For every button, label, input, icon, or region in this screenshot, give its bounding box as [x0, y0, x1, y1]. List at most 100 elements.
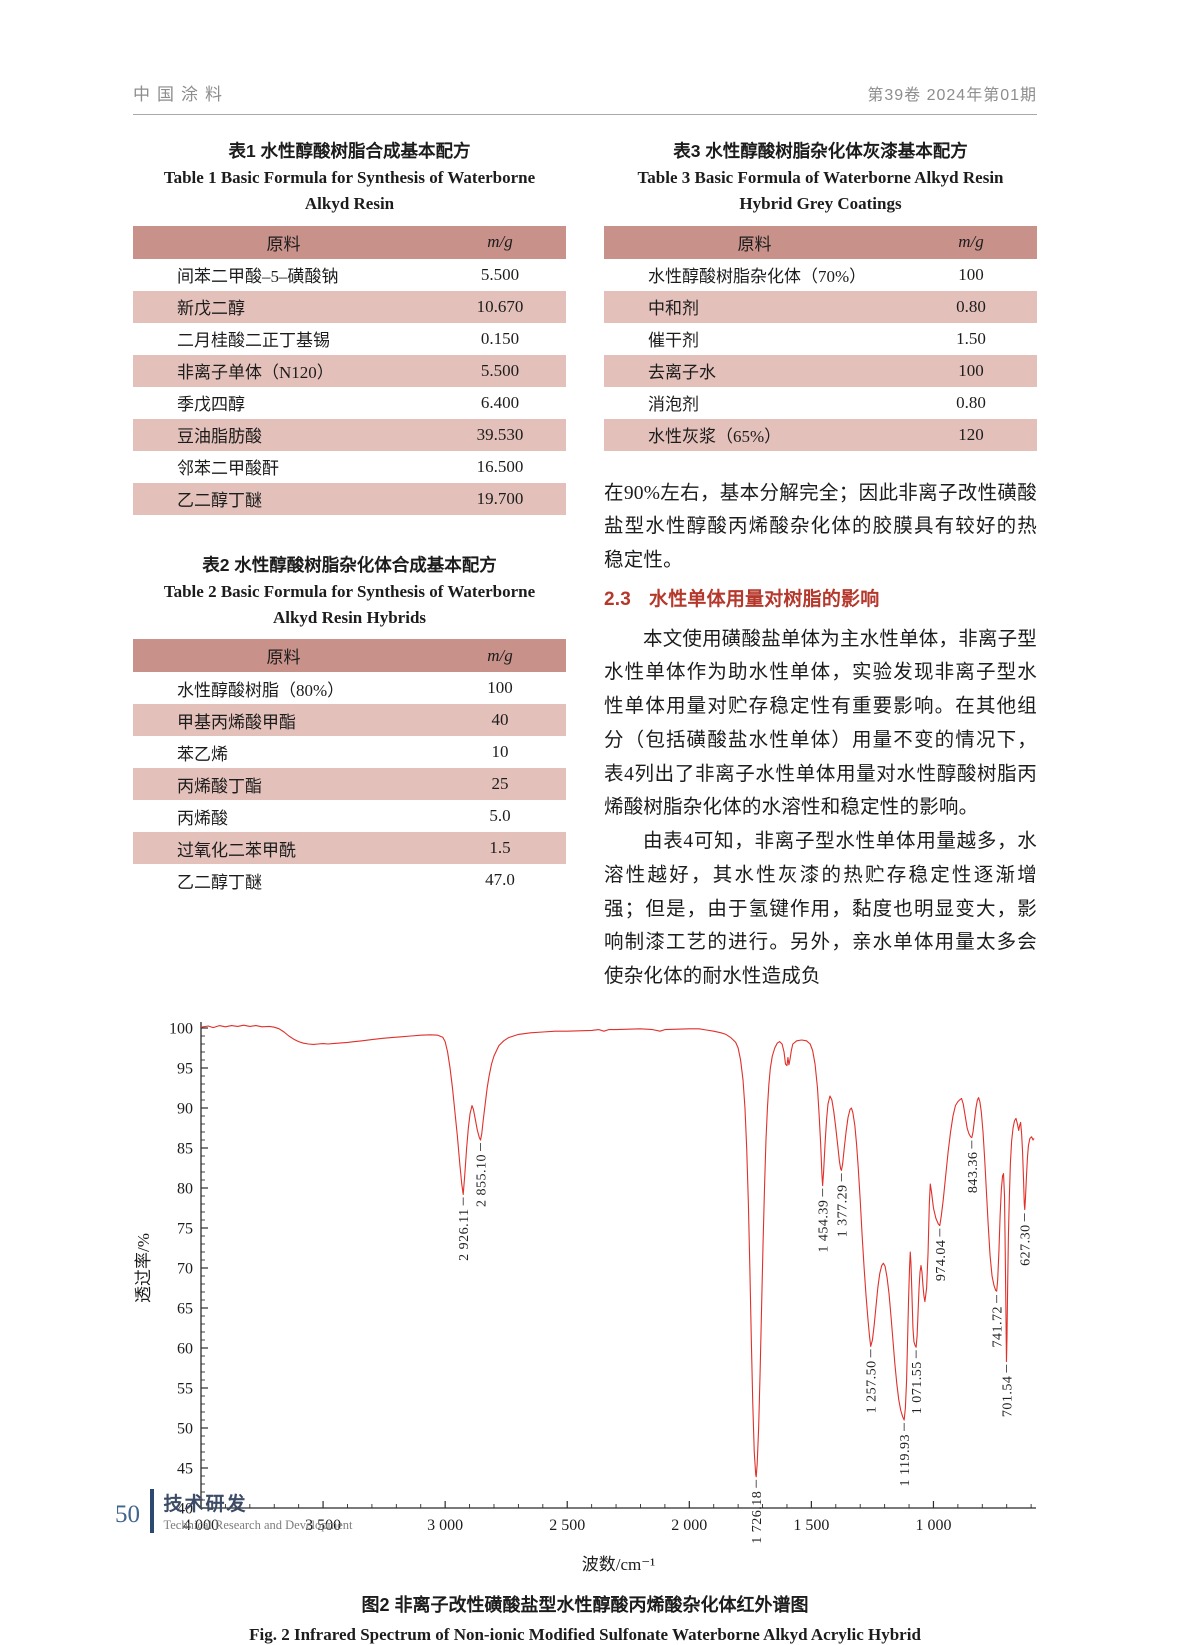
peak-label: 741.72 [991, 1306, 1006, 1348]
table-row: 邻苯二甲酸酐 16.500 [133, 451, 566, 483]
body-text: 在90%左右，基本分解完全；因此非离子改性磺酸盐型水性醇酸丙烯酸杂化体的胶膜具有… [604, 477, 1037, 994]
cell-ingredient: 水性醇酸树脂杂化体（70%） [648, 267, 867, 287]
table2-title-cn: 表2 水性醇酸树脂杂化体合成基本配方 [202, 554, 497, 575]
table-row: 丙烯酸 5.0 [133, 800, 566, 832]
table-row: 非离子单体（N120） 5.500 [133, 354, 566, 387]
table1-block: 表1 水性醇酸树脂合成基本配方 Table 1 Basic Formula fo… [133, 137, 566, 515]
cell-ingredient: 非离子单体（N120） [133, 354, 434, 387]
cell-amount: 5.0 [489, 806, 511, 826]
y-tick-label: 75 [177, 1220, 193, 1237]
cell-ingredient: 水性灰浆（65%） [604, 418, 905, 451]
journal-name: 中国涂料 [133, 85, 229, 104]
table2-title-en: Table 2 Basic Formula for Synthesis of W… [133, 579, 566, 632]
y-tick-label: 50 [177, 1420, 193, 1437]
table-row: 过氧化二苯甲酰 1.5 [133, 832, 566, 865]
cell-ingredient: 二月桂酸二正丁基锡 [177, 331, 330, 351]
column-header-ingredient: 原料 [133, 639, 434, 673]
y-tick-label: 65 [177, 1300, 193, 1317]
cell-amount: 120 [905, 418, 1037, 451]
cell-amount: 16.500 [476, 456, 524, 476]
spectrum-curve [200, 1024, 1035, 1478]
table-row: 二月桂酸二正丁基锡 0.150 [133, 323, 566, 355]
table3-title-en: Table 3 Basic Formula of Waterborne Alky… [604, 165, 1037, 218]
paragraph-2: 由表4可知，非离子型水性单体用量越多，水溶性越好，其水性灰漆的热贮存稳定性逐渐增… [604, 831, 1037, 988]
table-header-row: 原料 m/g [133, 639, 566, 673]
column-header-amount: m/g [434, 639, 566, 673]
y-tick-label: 95 [177, 1060, 193, 1077]
figure2-caption-en: Fig. 2 Infrared Spectrum of Non-ionic Mo… [249, 1624, 921, 1644]
table1-title-en: Table 1 Basic Formula for Synthesis of W… [133, 165, 566, 218]
cell-amount: 40 [434, 704, 566, 737]
footer-section: 技术研发 Technical Research and Development [164, 1489, 353, 1533]
cell-ingredient: 新戊二醇 [133, 290, 434, 323]
paper-page: 中国涂料 第39卷 2024年第01期 表1 水性醇酸树脂合成基本配方 Tabl… [115, 80, 1037, 1644]
y-tick-label: 55 [177, 1380, 193, 1397]
column-header-ingredient: 原料 [133, 225, 434, 259]
table-header-row: 原料 m/g [133, 225, 566, 259]
y-tick-label: 90 [177, 1100, 193, 1117]
figure2: 40 45 50 55 60 65 70 75 80 85 90 95 100 4 000 3 500 3 0… [133, 1008, 1037, 1645]
table3-block: 表3 水性醇酸树脂杂化体灰漆基本配方 Table 3 Basic Formula… [604, 137, 1037, 451]
peak-label: 1 071.55 [910, 1361, 925, 1414]
table-row: 乙二醇丁醚 19.700 [133, 482, 566, 515]
footer-section-en: Technical Research and Development [163, 1518, 353, 1532]
peak-label: 1 119.93 [898, 1434, 913, 1486]
peak-label: 1 257.50 [865, 1360, 880, 1413]
y-tick-label: 60 [177, 1340, 193, 1357]
y-tick-label: 100 [169, 1020, 193, 1037]
y-tick-label: 40 [177, 1500, 193, 1517]
footer-divider-bar [150, 1489, 154, 1533]
table-row: 季戊四醇 6.400 [133, 387, 566, 419]
cell-ingredient: 丙烯酸 [177, 808, 228, 828]
cell-ingredient: 苯乙烯 [177, 744, 228, 764]
x-tick-label: 3 500 [305, 1517, 341, 1534]
cell-amount: 39.530 [434, 418, 566, 451]
cell-ingredient: 间苯二甲酸–5–磺酸钠 [177, 267, 339, 287]
cell-amount: 19.700 [434, 482, 566, 515]
x-axis-title: 波数/cm⁻¹ [582, 1555, 656, 1574]
peak-label: 1 454.39 [817, 1199, 832, 1252]
cell-amount: 5.500 [434, 354, 566, 387]
x-tick-label: 4 000 [183, 1517, 219, 1534]
cell-amount: 100 [905, 354, 1037, 387]
table2-title-en-line1: Table 2 Basic Formula for Synthesis of W… [163, 581, 536, 601]
column-header-amount: m/g [905, 225, 1037, 259]
x-tick-label: 3 000 [427, 1517, 463, 1534]
cell-amount: 10 [491, 742, 509, 762]
table-row: 中和剂 0.80 [604, 290, 1037, 323]
cell-ingredient: 乙二醇丁醚 [177, 872, 262, 892]
y-tick-label: 85 [177, 1140, 193, 1157]
cell-amount: 47.0 [485, 870, 515, 890]
page-footer: 50 技术研发 Technical Research and Developme… [115, 1489, 352, 1533]
y-axis-title: 透过率/% [134, 1233, 153, 1303]
table2-title-en-line2: Alkyd Resin Hybrids [272, 608, 427, 628]
page-number: 50 [115, 1501, 140, 1528]
ir-spectrum-chart: 40 45 50 55 60 65 70 75 80 85 90 95 100 4 000 3 500 3 0… [133, 1008, 1037, 1585]
cell-ingredient: 季戊四醇 [177, 395, 245, 415]
cell-ingredient: 乙二醇丁醚 [133, 482, 434, 515]
right-column: 表3 水性醇酸树脂杂化体灰漆基本配方 Table 3 Basic Formula… [604, 137, 1037, 994]
column-header-amount: m/g [434, 225, 566, 259]
peak-label: 1 377.29 [835, 1184, 850, 1237]
table1-title-en-line2: Alkyd Resin [304, 194, 395, 214]
left-column: 表1 水性醇酸树脂合成基本配方 Table 1 Basic Formula fo… [133, 137, 566, 994]
cell-amount: 1.50 [956, 328, 986, 348]
table3-title-cn: 表3 水性醇酸树脂杂化体灰漆基本配方 [673, 141, 968, 161]
page-header: 中国涂料 第39卷 2024年第01期 [133, 80, 1037, 115]
ir-spectrum-svg: 40 45 50 55 60 65 70 75 80 85 90 95 100 4 000 3 500 3 0… [134, 1020, 1036, 1574]
cell-amount: 6.400 [480, 392, 520, 412]
table3-title-en-line2: Hybrid Grey Coatings [739, 194, 902, 214]
table-row: 去离子水 100 [604, 354, 1037, 387]
x-tick-label: 1 000 [915, 1517, 951, 1534]
peak-label: 2 855.10 [475, 1154, 490, 1207]
y-tick-label: 70 [177, 1260, 193, 1277]
table2: 原料 m/g 水性醇酸树脂（80%） 100 甲基丙烯酸甲酯 40 苯乙烯 10 丙烯酸丁酯 25… [133, 639, 566, 896]
table-row: 苯乙烯 10 [133, 736, 566, 768]
table3-title-en-line1: Table 3 Basic Formula of Waterborne Alky… [637, 168, 1004, 187]
cell-amount: 10.670 [434, 290, 566, 323]
table3: 原料 m/g 水性醇酸树脂杂化体（70%） 100 中和剂 0.80 催干剂 1.50 去离子水… [604, 225, 1037, 451]
table-row: 乙二醇丁醚 47.0 [133, 864, 566, 896]
peak-label: 701.54 [1000, 1375, 1015, 1417]
cell-amount: 1.5 [434, 832, 566, 865]
peak-label: 843.36 [966, 1151, 981, 1193]
